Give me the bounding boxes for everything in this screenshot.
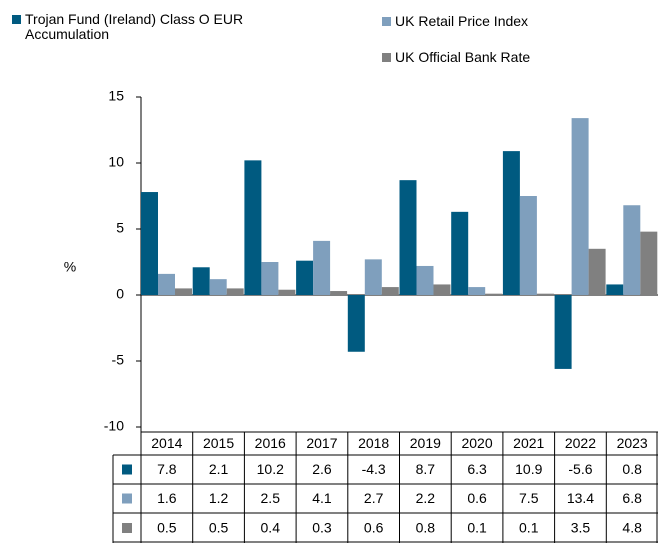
bar — [571, 118, 589, 296]
bar — [519, 196, 537, 295]
bar — [158, 273, 175, 295]
bar — [192, 267, 210, 295]
table-cell: -5.6 — [568, 461, 592, 477]
x-tick-label: 2019 — [410, 435, 441, 451]
legend-swatch — [12, 15, 21, 24]
table-cell: 2.1 — [209, 461, 229, 477]
bar — [536, 293, 554, 295]
table-cell: 0.1 — [519, 520, 539, 536]
table-cell: 4.1 — [312, 490, 332, 506]
bar — [606, 284, 624, 295]
table-cell: 1.6 — [157, 490, 177, 506]
x-tick-label: 2023 — [617, 435, 648, 451]
bar — [278, 289, 296, 295]
table-swatch — [122, 493, 132, 504]
table-cell: 10.2 — [257, 461, 284, 477]
bar — [554, 295, 572, 369]
table-cell: 7.8 — [157, 461, 177, 477]
table-cell: 2.6 — [312, 461, 332, 477]
table-cell: 0.5 — [157, 520, 177, 536]
table-cell: 6.8 — [622, 490, 642, 506]
legend-item: UK Retail Price Index — [382, 14, 642, 29]
bar — [347, 295, 365, 352]
bar — [226, 288, 244, 295]
bar — [416, 265, 434, 295]
legend-item: Trojan Fund (Ireland) Class O EUR Accumu… — [12, 12, 282, 42]
table-cell: 0.8 — [416, 520, 436, 536]
legend-item: UK Official Bank Rate — [382, 50, 642, 65]
legend-label: UK Retail Price Index — [395, 13, 529, 29]
bar — [364, 259, 382, 295]
bar — [588, 248, 606, 295]
x-tick-label: 2014 — [151, 435, 182, 451]
x-tick-label: 2015 — [203, 435, 234, 451]
legend-swatch — [382, 17, 391, 26]
bar — [244, 160, 262, 295]
table-cell: 6.3 — [467, 461, 487, 477]
x-tick-label: 2017 — [306, 435, 337, 451]
table-cell: 2.5 — [261, 490, 281, 506]
bar — [313, 240, 331, 295]
bar — [175, 288, 192, 295]
table-cell: 0.8 — [622, 461, 642, 477]
bar — [451, 211, 469, 295]
x-tick-label: 2020 — [461, 435, 492, 451]
bar — [468, 287, 486, 295]
table-swatch — [122, 464, 132, 475]
y-tick-label: 10 — [108, 154, 124, 170]
legend-swatch — [382, 53, 391, 62]
bar — [381, 287, 399, 295]
legend-label: UK Official Bank Rate — [395, 49, 531, 65]
y-tick-label: 5 — [116, 220, 124, 236]
table-cell: 1.2 — [209, 490, 229, 506]
table-cell: 2.2 — [416, 490, 436, 506]
table-cell: 10.9 — [515, 461, 542, 477]
table-cell: 0.6 — [467, 490, 487, 506]
legend-label: Trojan Fund (Ireland) Class O EUR Accumu… — [25, 11, 244, 42]
table-cell: 0.5 — [209, 520, 229, 536]
bar — [261, 262, 279, 295]
table-cell: 0.4 — [261, 520, 281, 536]
bar — [296, 260, 314, 295]
table-cell: 4.8 — [622, 520, 642, 536]
x-tick-label: 2022 — [565, 435, 596, 451]
bar — [209, 279, 227, 295]
table-cell: -4.3 — [362, 461, 386, 477]
bar — [485, 293, 503, 295]
table-cell: 3.5 — [571, 520, 591, 536]
y-axis-label: % — [64, 259, 76, 275]
table-cell: 7.5 — [519, 490, 539, 506]
bar — [502, 151, 520, 295]
x-tick-label: 2016 — [255, 435, 286, 451]
bar — [433, 284, 451, 295]
bar — [640, 231, 658, 295]
table-swatch — [122, 523, 132, 533]
table-cell: 0.6 — [364, 520, 384, 536]
x-tick-label: 2021 — [513, 435, 544, 451]
y-tick-label: 0 — [116, 286, 124, 302]
bar — [330, 291, 348, 295]
table-cell: 0.1 — [467, 520, 487, 536]
bar — [399, 180, 417, 295]
y-tick-label: 15 — [108, 88, 124, 104]
table-cell: 13.4 — [567, 490, 594, 506]
table-cell: 0.3 — [312, 520, 332, 536]
bar — [141, 192, 158, 295]
y-tick-label: -5 — [112, 352, 125, 368]
table-cell: 2.7 — [364, 490, 384, 506]
x-tick-label: 2018 — [358, 435, 389, 451]
table-cell: 8.7 — [416, 461, 436, 477]
bar — [623, 205, 641, 295]
y-tick-label: -10 — [104, 418, 124, 434]
